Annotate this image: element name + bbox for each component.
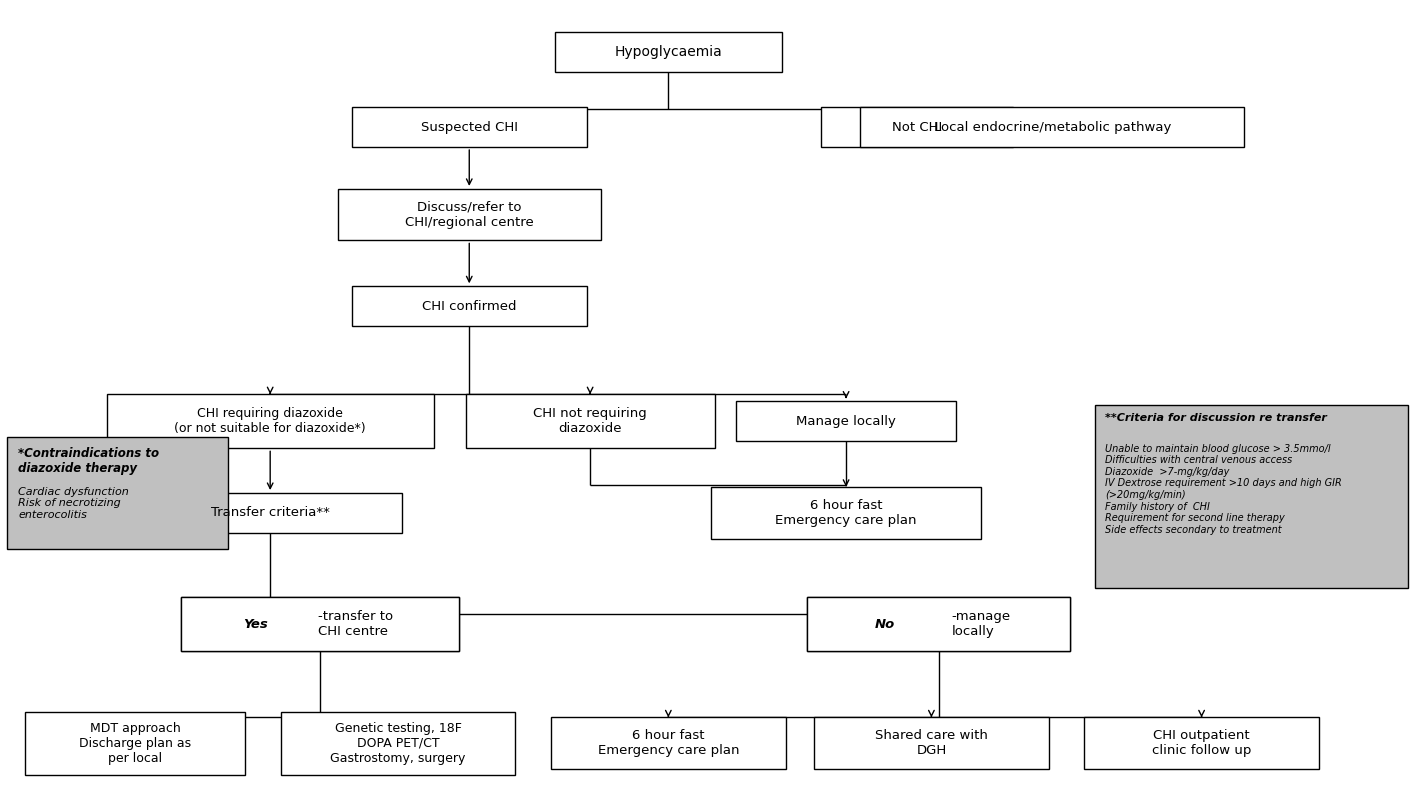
Text: -manage
locally: -manage locally xyxy=(951,610,1011,638)
FancyBboxPatch shape xyxy=(353,286,586,326)
FancyBboxPatch shape xyxy=(182,597,458,651)
Text: Discuss/refer to
CHI/regional centre: Discuss/refer to CHI/regional centre xyxy=(405,200,533,229)
Text: Cardiac dysfunction
Risk of necrotizing
enterocolitis: Cardiac dysfunction Risk of necrotizing … xyxy=(18,487,129,520)
Text: Hypoglycaemia: Hypoglycaemia xyxy=(614,45,722,59)
FancyBboxPatch shape xyxy=(466,394,714,448)
FancyBboxPatch shape xyxy=(107,394,434,448)
FancyBboxPatch shape xyxy=(808,597,1069,651)
FancyBboxPatch shape xyxy=(737,401,956,441)
Text: Suspected CHI: Suspected CHI xyxy=(421,121,518,134)
Text: Transfer criteria**: Transfer criteria** xyxy=(210,506,330,519)
FancyBboxPatch shape xyxy=(7,437,228,549)
Text: Shared care with
DGH: Shared care with DGH xyxy=(875,729,988,758)
Text: Unable to maintain blood glucose > 3.5mmo/l
Difficulties with central venous acc: Unable to maintain blood glucose > 3.5mm… xyxy=(1105,444,1341,535)
FancyBboxPatch shape xyxy=(860,107,1244,147)
FancyBboxPatch shape xyxy=(555,32,782,72)
Text: Yes: Yes xyxy=(243,618,269,630)
Text: Local endocrine/metabolic pathway: Local endocrine/metabolic pathway xyxy=(934,121,1170,134)
Text: Manage locally: Manage locally xyxy=(796,415,896,428)
Text: *Contraindications to
diazoxide therapy: *Contraindications to diazoxide therapy xyxy=(18,447,159,475)
Text: -transfer to
CHI centre: -transfer to CHI centre xyxy=(319,610,392,638)
FancyBboxPatch shape xyxy=(26,712,245,775)
FancyBboxPatch shape xyxy=(552,717,785,770)
Text: No: No xyxy=(875,618,894,630)
FancyBboxPatch shape xyxy=(338,189,600,240)
Text: CHI requiring diazoxide
(or not suitable for diazoxide*): CHI requiring diazoxide (or not suitable… xyxy=(175,407,365,436)
Text: Not CHI: Not CHI xyxy=(892,121,943,134)
Text: MDT approach
Discharge plan as
per local: MDT approach Discharge plan as per local xyxy=(80,722,191,765)
Text: Genetic testing, 18F
DOPA PET/CT
Gastrostomy, surgery: Genetic testing, 18F DOPA PET/CT Gastros… xyxy=(330,722,466,765)
FancyBboxPatch shape xyxy=(1095,405,1408,588)
FancyBboxPatch shape xyxy=(711,487,981,539)
Text: CHI not requiring
diazoxide: CHI not requiring diazoxide xyxy=(533,407,647,436)
FancyBboxPatch shape xyxy=(139,493,401,533)
FancyBboxPatch shape xyxy=(822,107,1012,147)
FancyBboxPatch shape xyxy=(808,597,1069,651)
Text: CHI outpatient
clinic follow up: CHI outpatient clinic follow up xyxy=(1152,729,1251,758)
FancyBboxPatch shape xyxy=(1084,717,1320,770)
FancyBboxPatch shape xyxy=(182,597,458,651)
FancyBboxPatch shape xyxy=(282,712,516,775)
Text: CHI confirmed: CHI confirmed xyxy=(422,300,516,312)
FancyBboxPatch shape xyxy=(813,717,1049,770)
FancyBboxPatch shape xyxy=(353,107,586,147)
Text: 6 hour fast
Emergency care plan: 6 hour fast Emergency care plan xyxy=(775,498,917,527)
Text: 6 hour fast
Emergency care plan: 6 hour fast Emergency care plan xyxy=(597,729,739,758)
Text: **Criteria for discussion re transfer: **Criteria for discussion re transfer xyxy=(1105,413,1327,424)
